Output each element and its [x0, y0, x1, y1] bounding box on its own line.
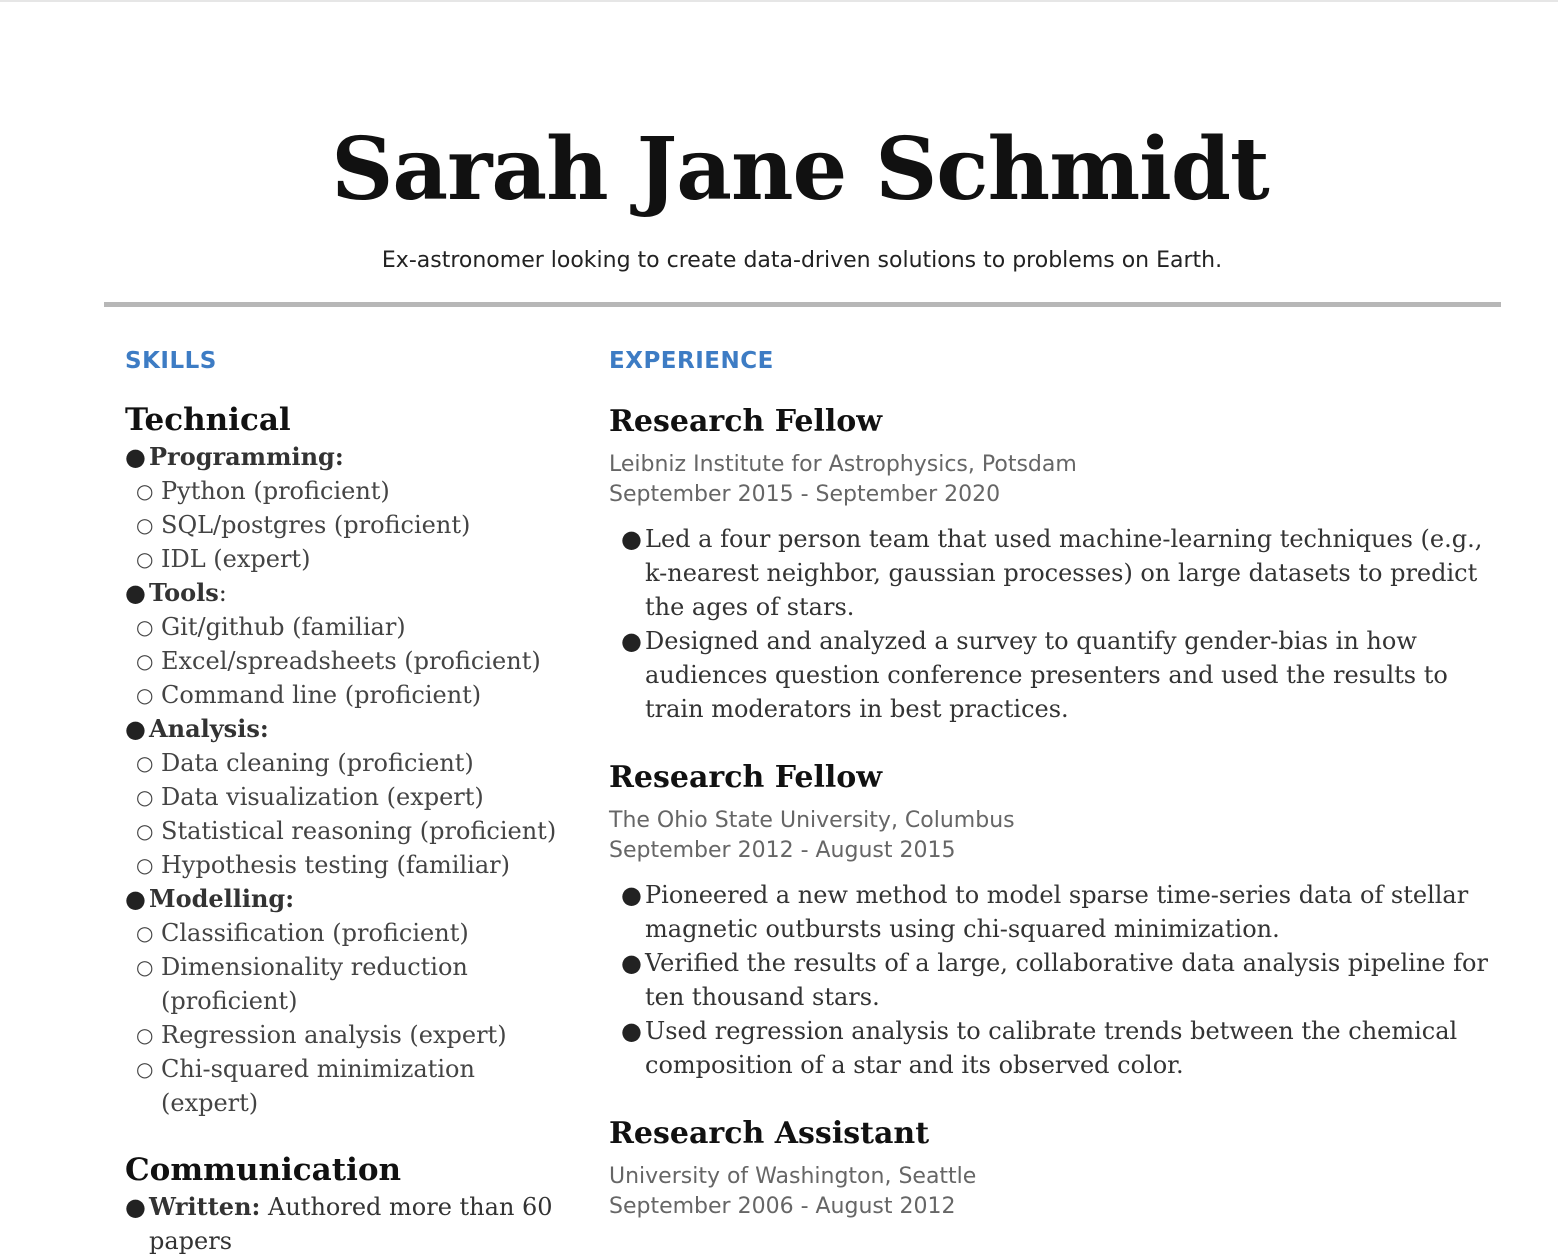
skill-group-label: Analysis: — [149, 714, 269, 743]
skill-item: ○ Data visualization (expert) — [125, 780, 565, 814]
bullet-icon: ● — [125, 579, 146, 607]
circle-bullet-icon: ○ — [136, 683, 154, 707]
skill-item: ○ Data cleaning (proficient) — [125, 746, 565, 780]
skill-group-written: ● Written: Authored more than 60 — [125, 1190, 565, 1224]
bullet-icon: ● — [621, 949, 642, 977]
skill-group-label: Modelling: — [149, 884, 295, 913]
job-dates: September 2006 - August 2012 — [609, 1194, 956, 1219]
job-dates: September 2012 - August 2015 — [609, 838, 956, 863]
circle-bullet-icon: ○ — [136, 1057, 154, 1081]
skill-item: ○ IDL (expert) — [125, 542, 565, 576]
bullet-icon: ● — [621, 881, 642, 909]
experience-column: Research Fellow Leibniz Institute for As… — [609, 402, 1489, 1254]
skill-item: ○ Python (proficient) — [125, 474, 565, 508]
job-bullet: ● Verified the results of a large, collab… — [609, 946, 1489, 1014]
job-bullet: ● Used regression analysis to calibrate t… — [609, 1014, 1489, 1082]
bullet-icon: ● — [621, 525, 642, 553]
circle-bullet-icon: ○ — [136, 751, 154, 775]
skill-group-label: Programming: — [149, 442, 344, 471]
circle-bullet-icon: ○ — [136, 479, 154, 503]
circle-bullet-icon: ○ — [136, 547, 154, 571]
job-bullet: ● Led a four person team that used machin… — [609, 522, 1489, 624]
job-entry: Research Fellow Leibniz Institute for As… — [609, 402, 1489, 726]
job-bullets: ● Pioneered a new method to model sparse … — [609, 878, 1489, 1082]
job-organization: The Ohio State University, Columbus — [609, 808, 1015, 833]
circle-bullet-icon: ○ — [136, 785, 154, 809]
circle-bullet-icon: ○ — [136, 615, 154, 639]
skill-item: ○ Command line (proficient) — [125, 678, 565, 712]
header-divider — [104, 302, 1501, 307]
bullet-icon: ● — [621, 627, 642, 655]
skill-item: ○ Statistical reasoning (proficient) — [125, 814, 565, 848]
skill-item: ○ Chi-squared minimization — [125, 1052, 565, 1086]
skill-item: ○ Classification (proficient) — [125, 916, 565, 950]
skill-group-tools: ● Tools: — [125, 576, 565, 610]
skill-group-written-continuation: papers — [149, 1227, 233, 1255]
bullet-icon: ● — [125, 443, 146, 471]
bullet-icon: ● — [621, 1017, 642, 1045]
candidate-name: Sarah Jane Schmidt — [331, 119, 1269, 220]
circle-bullet-icon: ○ — [136, 649, 154, 673]
communication-heading: Communication — [125, 1152, 402, 1188]
job-entry: Research Fellow The Ohio State Universit… — [609, 758, 1489, 1082]
job-title: Research Fellow — [609, 760, 883, 795]
job-organization: Leibniz Institute for Astrophysics, Pots… — [609, 452, 1077, 477]
top-border — [0, 0, 1558, 2]
skill-item: ○ Excel/spreadsheets (proficient) — [125, 644, 565, 678]
job-title: Research Assistant — [609, 1116, 930, 1151]
circle-bullet-icon: ○ — [136, 513, 154, 537]
tagline: Ex-astronomer looking to create data-dri… — [381, 248, 1223, 273]
job-organization: University of Washington, Seattle — [609, 1164, 977, 1189]
skill-item-continuation: (proficient) — [161, 987, 298, 1015]
skills-section-title: SKILLS — [125, 348, 217, 374]
skill-item: ○ Git/github (familiar) — [125, 610, 565, 644]
skill-group-programming: ● Programming: — [125, 440, 565, 474]
job-dates: September 2015 - September 2020 — [609, 482, 1001, 507]
experience-section-title: EXPERIENCE — [609, 348, 774, 374]
skill-group-label: Tools — [149, 578, 219, 607]
skill-item: ○ Hypothesis testing (familiar) — [125, 848, 565, 882]
bullet-icon: ● — [125, 885, 146, 913]
skill-group-modelling: ● Modelling: — [125, 882, 565, 916]
skill-item: ○ Regression analysis (expert) — [125, 1018, 565, 1052]
bullet-icon: ● — [125, 1193, 146, 1221]
job-bullet: ● Designed and analyzed a survey to quant… — [609, 624, 1489, 726]
job-bullets: ● Led a four person team that used machin… — [609, 522, 1489, 726]
circle-bullet-icon: ○ — [136, 1023, 154, 1047]
job-bullet: ● Pioneered a new method to model sparse … — [609, 878, 1489, 946]
circle-bullet-icon: ○ — [136, 955, 154, 979]
skills-column: Technical ● Programming: ○ Python (profici… — [125, 400, 565, 1258]
job-entry: Research Assistant University of Washing… — [609, 1114, 1489, 1222]
circle-bullet-icon: ○ — [136, 853, 154, 877]
skill-group-analysis: ● Analysis: — [125, 712, 565, 746]
job-title: Research Fellow — [609, 404, 883, 439]
technical-heading: Technical — [125, 402, 291, 438]
skill-item-continuation: (expert) — [161, 1089, 259, 1117]
bullet-icon: ● — [125, 715, 146, 743]
skill-item: ○ SQL/postgres (proficient) — [125, 508, 565, 542]
skill-item: ○ Dimensionality reduction — [125, 950, 565, 984]
skill-group-label: Written: — [149, 1192, 261, 1221]
circle-bullet-icon: ○ — [136, 921, 154, 945]
circle-bullet-icon: ○ — [136, 819, 154, 843]
